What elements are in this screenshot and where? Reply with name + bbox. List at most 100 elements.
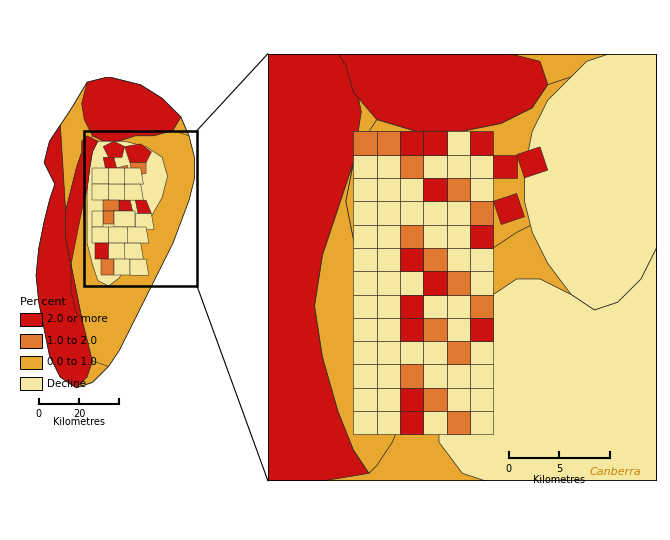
Polygon shape [400,248,423,271]
Text: 1.0 to 2.0: 1.0 to 2.0 [47,336,97,346]
Polygon shape [119,200,133,211]
Polygon shape [114,211,135,227]
Polygon shape [423,178,447,201]
Polygon shape [517,147,548,178]
Polygon shape [447,178,470,201]
Bar [20,334,42,348]
Polygon shape [400,341,423,365]
Polygon shape [423,201,447,225]
Polygon shape [447,271,470,294]
Polygon shape [400,178,423,201]
Polygon shape [423,248,447,271]
Polygon shape [400,294,423,318]
Polygon shape [447,154,470,178]
Polygon shape [377,201,400,225]
Polygon shape [354,271,377,294]
Polygon shape [135,214,154,230]
Polygon shape [92,211,103,227]
Polygon shape [470,131,493,154]
Polygon shape [423,154,447,178]
Polygon shape [354,318,377,341]
Polygon shape [423,294,447,318]
Polygon shape [127,227,149,243]
Polygon shape [470,411,493,434]
Polygon shape [377,411,400,434]
Polygon shape [470,364,493,388]
Polygon shape [400,364,423,388]
Polygon shape [400,225,423,248]
Polygon shape [447,294,470,318]
Polygon shape [130,163,146,176]
Polygon shape [423,271,447,294]
Polygon shape [493,154,517,178]
Polygon shape [400,388,423,411]
Polygon shape [354,341,377,365]
Polygon shape [354,201,377,225]
Text: 0.0 to 1.0: 0.0 to 1.0 [47,357,96,367]
Polygon shape [377,294,400,318]
Polygon shape [103,157,117,171]
Polygon shape [470,318,493,341]
Polygon shape [525,53,657,310]
Polygon shape [346,77,610,294]
Polygon shape [354,178,377,201]
Polygon shape [447,131,470,154]
Polygon shape [354,411,377,434]
Polygon shape [423,178,447,201]
Polygon shape [470,248,493,271]
Polygon shape [423,364,447,388]
Polygon shape [423,388,447,411]
Polygon shape [439,248,657,481]
Polygon shape [354,131,377,154]
Polygon shape [377,178,400,201]
Polygon shape [447,388,470,411]
Polygon shape [109,184,127,200]
Polygon shape [400,154,423,178]
Polygon shape [470,341,493,365]
Polygon shape [377,154,400,178]
Polygon shape [400,271,423,294]
Polygon shape [400,131,423,154]
Polygon shape [470,294,493,318]
Polygon shape [92,227,109,243]
Text: 0: 0 [36,409,42,419]
Polygon shape [125,184,143,200]
Polygon shape [447,411,470,434]
Polygon shape [66,131,194,366]
Polygon shape [423,225,447,248]
Polygon shape [117,165,130,179]
Polygon shape [400,154,423,178]
Polygon shape [423,318,447,341]
Polygon shape [447,201,470,225]
Polygon shape [400,388,423,411]
Bar [84,131,197,286]
Polygon shape [36,77,194,388]
Bar [20,356,42,369]
Polygon shape [400,131,423,154]
Polygon shape [100,259,114,275]
Polygon shape [114,259,130,275]
Polygon shape [36,125,92,388]
Polygon shape [354,225,377,248]
Polygon shape [493,193,525,225]
Polygon shape [377,341,400,365]
Polygon shape [354,131,377,154]
Polygon shape [377,364,400,388]
Polygon shape [354,364,377,388]
Polygon shape [447,271,470,294]
Text: 5: 5 [556,463,563,474]
Polygon shape [447,341,470,365]
Text: Canberra: Canberra [590,467,641,477]
Polygon shape [423,341,447,365]
Polygon shape [470,294,493,318]
Polygon shape [423,271,447,294]
Polygon shape [423,388,447,411]
Polygon shape [109,243,127,259]
Polygon shape [470,201,493,225]
Polygon shape [470,154,493,178]
Polygon shape [423,131,447,154]
Polygon shape [377,388,400,411]
Polygon shape [66,136,98,318]
Polygon shape [82,77,181,141]
Polygon shape [109,227,130,243]
